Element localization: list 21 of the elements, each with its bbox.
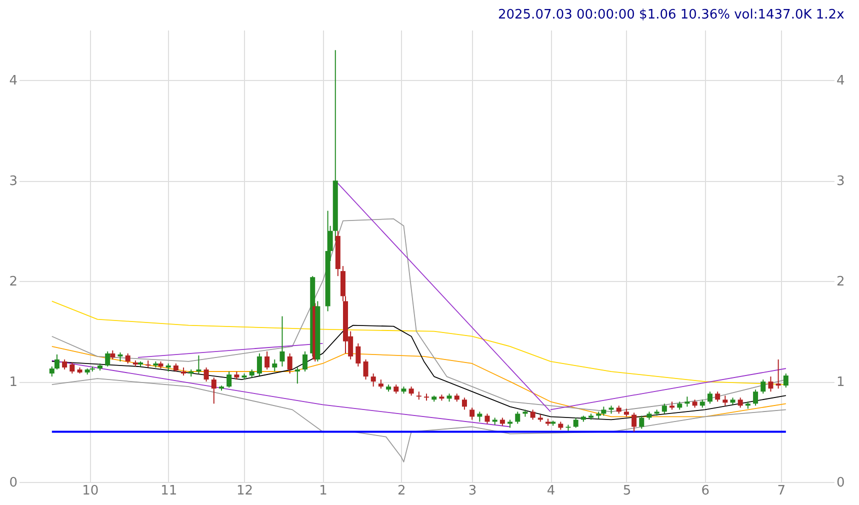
y2-tick-label: 4 xyxy=(836,74,845,89)
y-tick-label: 1 xyxy=(9,375,18,390)
x-tick-label: 7 xyxy=(777,484,786,498)
x-tick-label: 3 xyxy=(468,484,477,498)
y2-tick-label: 0 xyxy=(836,476,845,490)
x-tick-label: 5 xyxy=(622,484,632,498)
x-tick-label: 4 xyxy=(546,484,556,498)
y-tick-label: 0 xyxy=(9,476,18,490)
x-tick-label: 1 xyxy=(319,484,328,498)
y2-tick-label: 3 xyxy=(836,174,845,190)
y2-tick-label: 1 xyxy=(836,375,845,390)
x-tick-label: 11 xyxy=(160,484,178,498)
x-tick-label: 6 xyxy=(701,484,710,498)
y-tick-label: 2 xyxy=(9,274,18,290)
y2-tick-label: 2 xyxy=(836,274,845,290)
chart-title: 2025.07.03 00:00:00 $1.06 10.36% vol:1437.0K 1.2x xyxy=(498,7,845,22)
x-tick-label: 10 xyxy=(82,484,99,498)
x-tick-label: 12 xyxy=(236,484,254,498)
y-tick-label: 4 xyxy=(9,74,18,89)
x-tick-label: 2 xyxy=(398,484,406,498)
y-tick-label: 3 xyxy=(9,174,18,190)
